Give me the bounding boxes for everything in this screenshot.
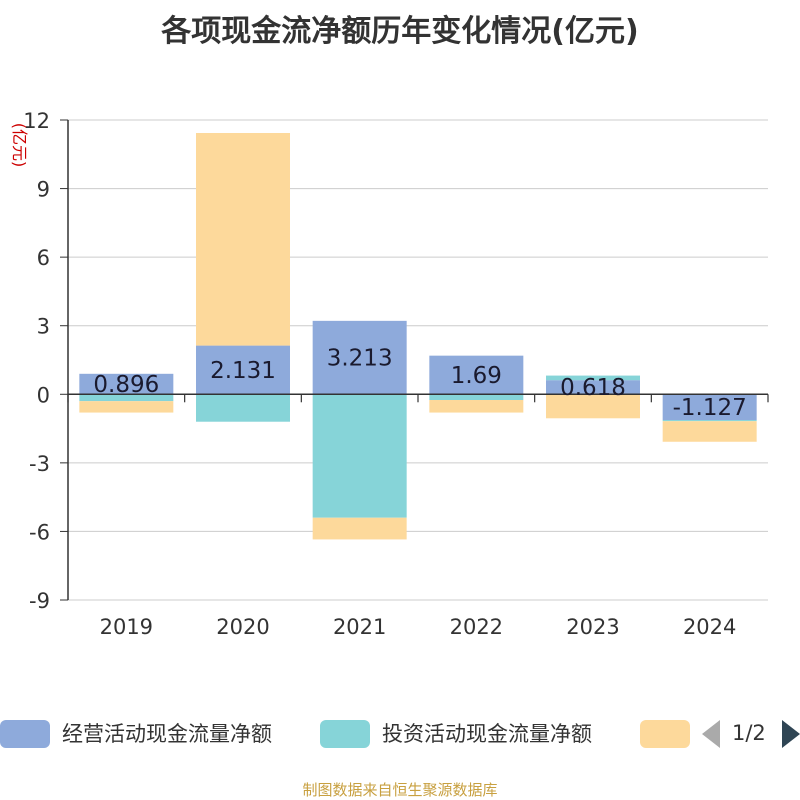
legend-page-indicator: 1/2	[732, 721, 766, 745]
bar-2022-series0	[429, 355, 524, 395]
x-tick-label: 2021	[333, 615, 386, 639]
data-label: 3.213	[327, 346, 393, 372]
legend-swatch-operating	[0, 720, 50, 748]
bar-2020-series1	[196, 394, 290, 422]
bar-2024-series1	[662, 420, 757, 422]
legend-swatch-investing	[320, 720, 370, 748]
legend-label-operating: 经营活动现金流量净额	[62, 722, 272, 746]
legend-label-investing: 投资活动现金流量净额	[382, 722, 592, 746]
x-tick-label: 2022	[450, 615, 503, 639]
y-axis-title: (亿元)	[10, 123, 29, 168]
x-tick-label: 2024	[683, 615, 736, 639]
x-tick-label: 2023	[566, 615, 619, 639]
y-tick-label: -3	[29, 452, 50, 476]
bar-2019-series1	[79, 394, 174, 402]
bar-2022-series1	[429, 394, 524, 400]
bar-2021-series0	[312, 320, 407, 395]
chart-title: 各项现金流净额历年变化情况(亿元)	[161, 14, 639, 49]
bar-2021-series1	[312, 394, 407, 518]
bar-2020-series2	[196, 133, 290, 346]
bar-2023-series0	[546, 380, 640, 395]
bar-2022-series2	[429, 400, 524, 413]
legend-prev-page-icon[interactable]	[702, 720, 720, 748]
data-label: 1.69	[451, 363, 502, 389]
data-label: 0.896	[93, 372, 159, 398]
y-tick-label: 3	[37, 315, 50, 339]
data-label: 0.618	[560, 375, 626, 401]
legend-swatch-financing	[640, 720, 690, 748]
y-tick-label: 6	[37, 246, 50, 270]
bar-2019-series0	[79, 373, 174, 395]
bar-2023-series1	[546, 375, 640, 381]
bar-2024-series0	[662, 394, 757, 421]
y-tick-label: -6	[29, 520, 50, 544]
bar-2021-series2	[312, 517, 407, 540]
data-label: 2.131	[210, 358, 276, 384]
bar-2019-series2	[79, 401, 174, 413]
bar-2024-series2	[662, 421, 757, 442]
bar-2023-series2	[546, 394, 640, 419]
data-label: -1.127	[673, 395, 747, 421]
y-tick-label: 12	[23, 109, 50, 133]
y-tick-label: 0	[37, 383, 50, 407]
legend-next-page-icon[interactable]	[782, 720, 800, 748]
x-tick-label: 2019	[100, 615, 153, 639]
bar-2020-series0	[196, 345, 290, 395]
x-tick-label: 2020	[216, 615, 269, 639]
source-note: 制图数据来自恒生聚源数据库	[302, 781, 498, 799]
legend: 经营活动现金流量净额 投资活动现金流量净额 1/2	[0, 716, 800, 752]
y-tick-label: 9	[37, 178, 50, 202]
y-tick-label: -9	[29, 589, 50, 613]
